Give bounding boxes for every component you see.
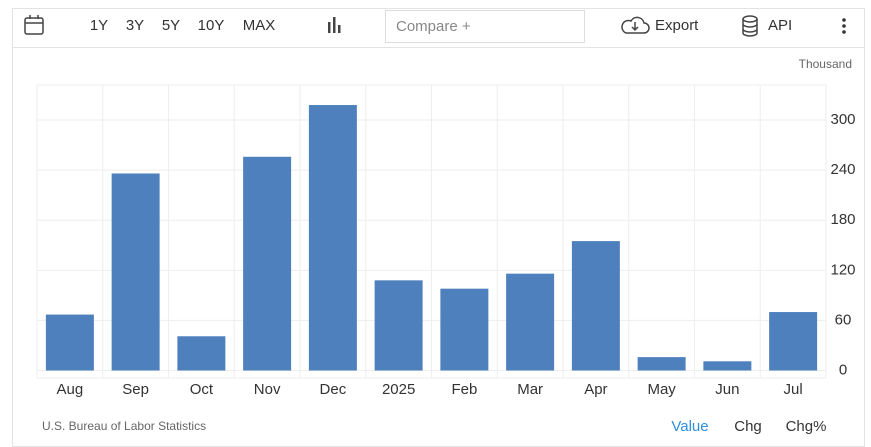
x-tick-label: Oct <box>190 381 214 398</box>
range-button[interactable]: MAX <box>243 17 276 34</box>
x-tick-label: May <box>647 381 676 398</box>
bar <box>703 361 752 371</box>
x-tick-label: Aug <box>57 381 84 398</box>
x-tick-label: 2025 <box>382 381 415 398</box>
tab[interactable]: Value <box>671 418 708 435</box>
bar <box>440 288 489 371</box>
x-tick-label: Jul <box>784 381 803 398</box>
y-tick-label: 0 <box>839 361 847 378</box>
bar <box>243 156 292 371</box>
bar <box>111 173 160 371</box>
x-tick-label: Mar <box>517 381 543 398</box>
range-button[interactable]: 5Y <box>162 17 180 34</box>
range-button[interactable]: 1Y <box>90 17 108 34</box>
compare-placeholder[interactable]: Compare + <box>396 18 471 35</box>
x-tick-label: Jun <box>715 381 739 398</box>
bar <box>308 105 357 371</box>
x-tick-label: Nov <box>254 381 281 398</box>
calendar-icon[interactable] <box>24 15 44 35</box>
api-icon[interactable] <box>742 15 758 37</box>
tab[interactable]: Chg% <box>786 418 827 435</box>
export-button[interactable]: Export <box>655 17 699 34</box>
bar <box>769 312 818 371</box>
bar <box>637 357 686 371</box>
y-tick-label: 120 <box>830 261 855 278</box>
x-tick-label: Apr <box>584 381 607 398</box>
bar <box>506 273 555 371</box>
range-button[interactable]: 3Y <box>126 17 144 34</box>
x-tick-label: Sep <box>122 381 149 398</box>
chart-type-icon[interactable] <box>328 17 341 33</box>
tab[interactable]: Chg <box>734 418 762 435</box>
export-icon[interactable] <box>621 16 650 34</box>
y-tick-label: 240 <box>830 161 855 178</box>
source: U.S. Bureau of Labor Statistics <box>42 419 206 433</box>
bar <box>45 314 94 371</box>
range-button[interactable]: 10Y <box>198 17 225 34</box>
compare-box[interactable] <box>385 10 585 43</box>
unit-label: Thousand <box>799 57 852 71</box>
api-button[interactable]: API <box>768 17 792 34</box>
bar <box>571 241 620 371</box>
x-tick-label: Feb <box>451 381 477 398</box>
x-tick-label: Dec <box>320 381 347 398</box>
y-tick-label: 300 <box>830 111 855 128</box>
bar <box>177 336 226 371</box>
menu-icon[interactable] <box>842 18 846 34</box>
y-tick-label: 60 <box>835 311 852 328</box>
bar <box>374 280 423 371</box>
y-tick-label: 180 <box>830 211 855 228</box>
